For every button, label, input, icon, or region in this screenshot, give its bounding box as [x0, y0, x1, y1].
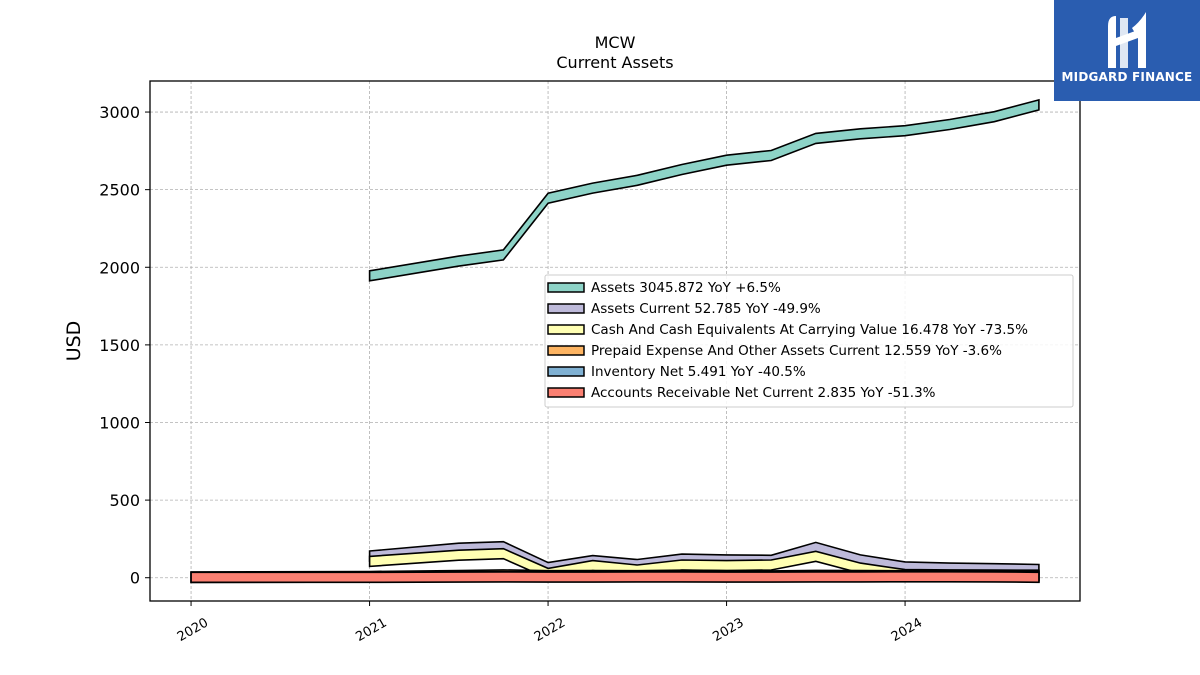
y-axis-label: USD — [63, 321, 85, 362]
legend: Assets 3045.872 YoY +6.5% Assets Current … — [544, 274, 1074, 408]
legend-box — [544, 274, 1074, 408]
y-ticks: 0 500 1000 1500 2000 2500 3000 — [99, 103, 150, 588]
x-tick-label: 2022 — [532, 615, 568, 645]
plot-frame — [149, 80, 1081, 602]
legend-label: Inventory Net 5.491 YoY -40.5% — [591, 364, 806, 380]
legend-label: Accounts Receivable Net Current 2.835 Yo… — [591, 385, 936, 401]
y-tick-label: 1500 — [99, 336, 140, 355]
series-band-5 — [190, 571, 1040, 584]
x-tick-label: 2023 — [710, 615, 746, 645]
brand-name: MIDGARD FINANCE — [1061, 70, 1193, 84]
chart-subtitle: Current Assets — [556, 53, 673, 72]
legend-swatch — [547, 366, 585, 377]
y-tick-label: 2500 — [99, 181, 140, 200]
legend-label: Cash And Cash Equivalents At Carrying Va… — [591, 322, 1028, 338]
legend-swatch — [547, 303, 585, 314]
series-band-0 — [368, 98, 1040, 282]
legend-label: Prepaid Expense And Other Assets Current… — [591, 343, 1002, 359]
legend-swatch — [547, 282, 585, 293]
legend-swatch — [547, 387, 585, 398]
chart-title: MCW — [595, 33, 636, 52]
series-group — [190, 98, 1040, 584]
legend-label: Assets Current 52.785 YoY -49.9% — [591, 301, 821, 317]
y-tick-label: 0 — [130, 569, 140, 588]
midgard-logo-icon — [1108, 12, 1146, 68]
x-tick-label: 2021 — [353, 615, 389, 645]
x-tick-label: 2024 — [889, 615, 925, 645]
y-tick-label: 2000 — [99, 258, 140, 277]
brand-logo: MIDGARD FINANCE — [1054, 0, 1200, 101]
y-tick-label: 500 — [109, 491, 140, 510]
y-tick-label: 1000 — [99, 413, 140, 432]
x-ticks: 2020 2021 2022 2023 2024 — [175, 601, 925, 645]
legend-swatch — [547, 324, 585, 335]
legend-swatch — [547, 345, 585, 356]
x-tick-label: 2020 — [175, 615, 211, 645]
legend-label: Assets 3045.872 YoY +6.5% — [591, 280, 781, 296]
y-tick-label: 3000 — [99, 103, 140, 122]
